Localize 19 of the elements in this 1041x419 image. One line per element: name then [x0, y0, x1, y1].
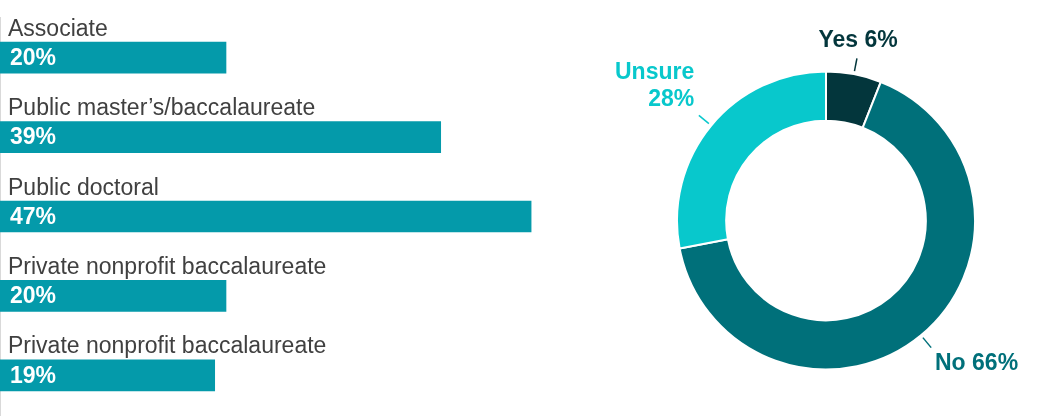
data-label: 20%	[10, 282, 57, 309]
bar	[0, 41, 227, 74]
y-tick-label: Associate	[8, 14, 108, 41]
bar	[0, 200, 532, 233]
data-label: 39%	[10, 123, 57, 150]
y-tick-label: Private nonprofit baccalaureate	[8, 332, 327, 359]
y-tick-label: Private nonprofit baccalaureate	[8, 252, 327, 279]
y-tick-label: Public master’s/baccalaureate	[8, 94, 316, 121]
data-label: 28%	[648, 85, 695, 112]
y-tick-label: Public doctoral	[8, 173, 159, 200]
bar	[0, 359, 216, 392]
slice-label: Unsure	[614, 58, 695, 85]
slice-label: Yes 6%	[818, 26, 898, 53]
data-label: 47%	[10, 202, 57, 229]
data-label: 19%	[10, 361, 57, 388]
bar	[0, 121, 442, 153]
slice-label: No 66%	[935, 349, 1019, 376]
bar	[0, 280, 227, 312]
data-label: 20%	[10, 44, 57, 71]
